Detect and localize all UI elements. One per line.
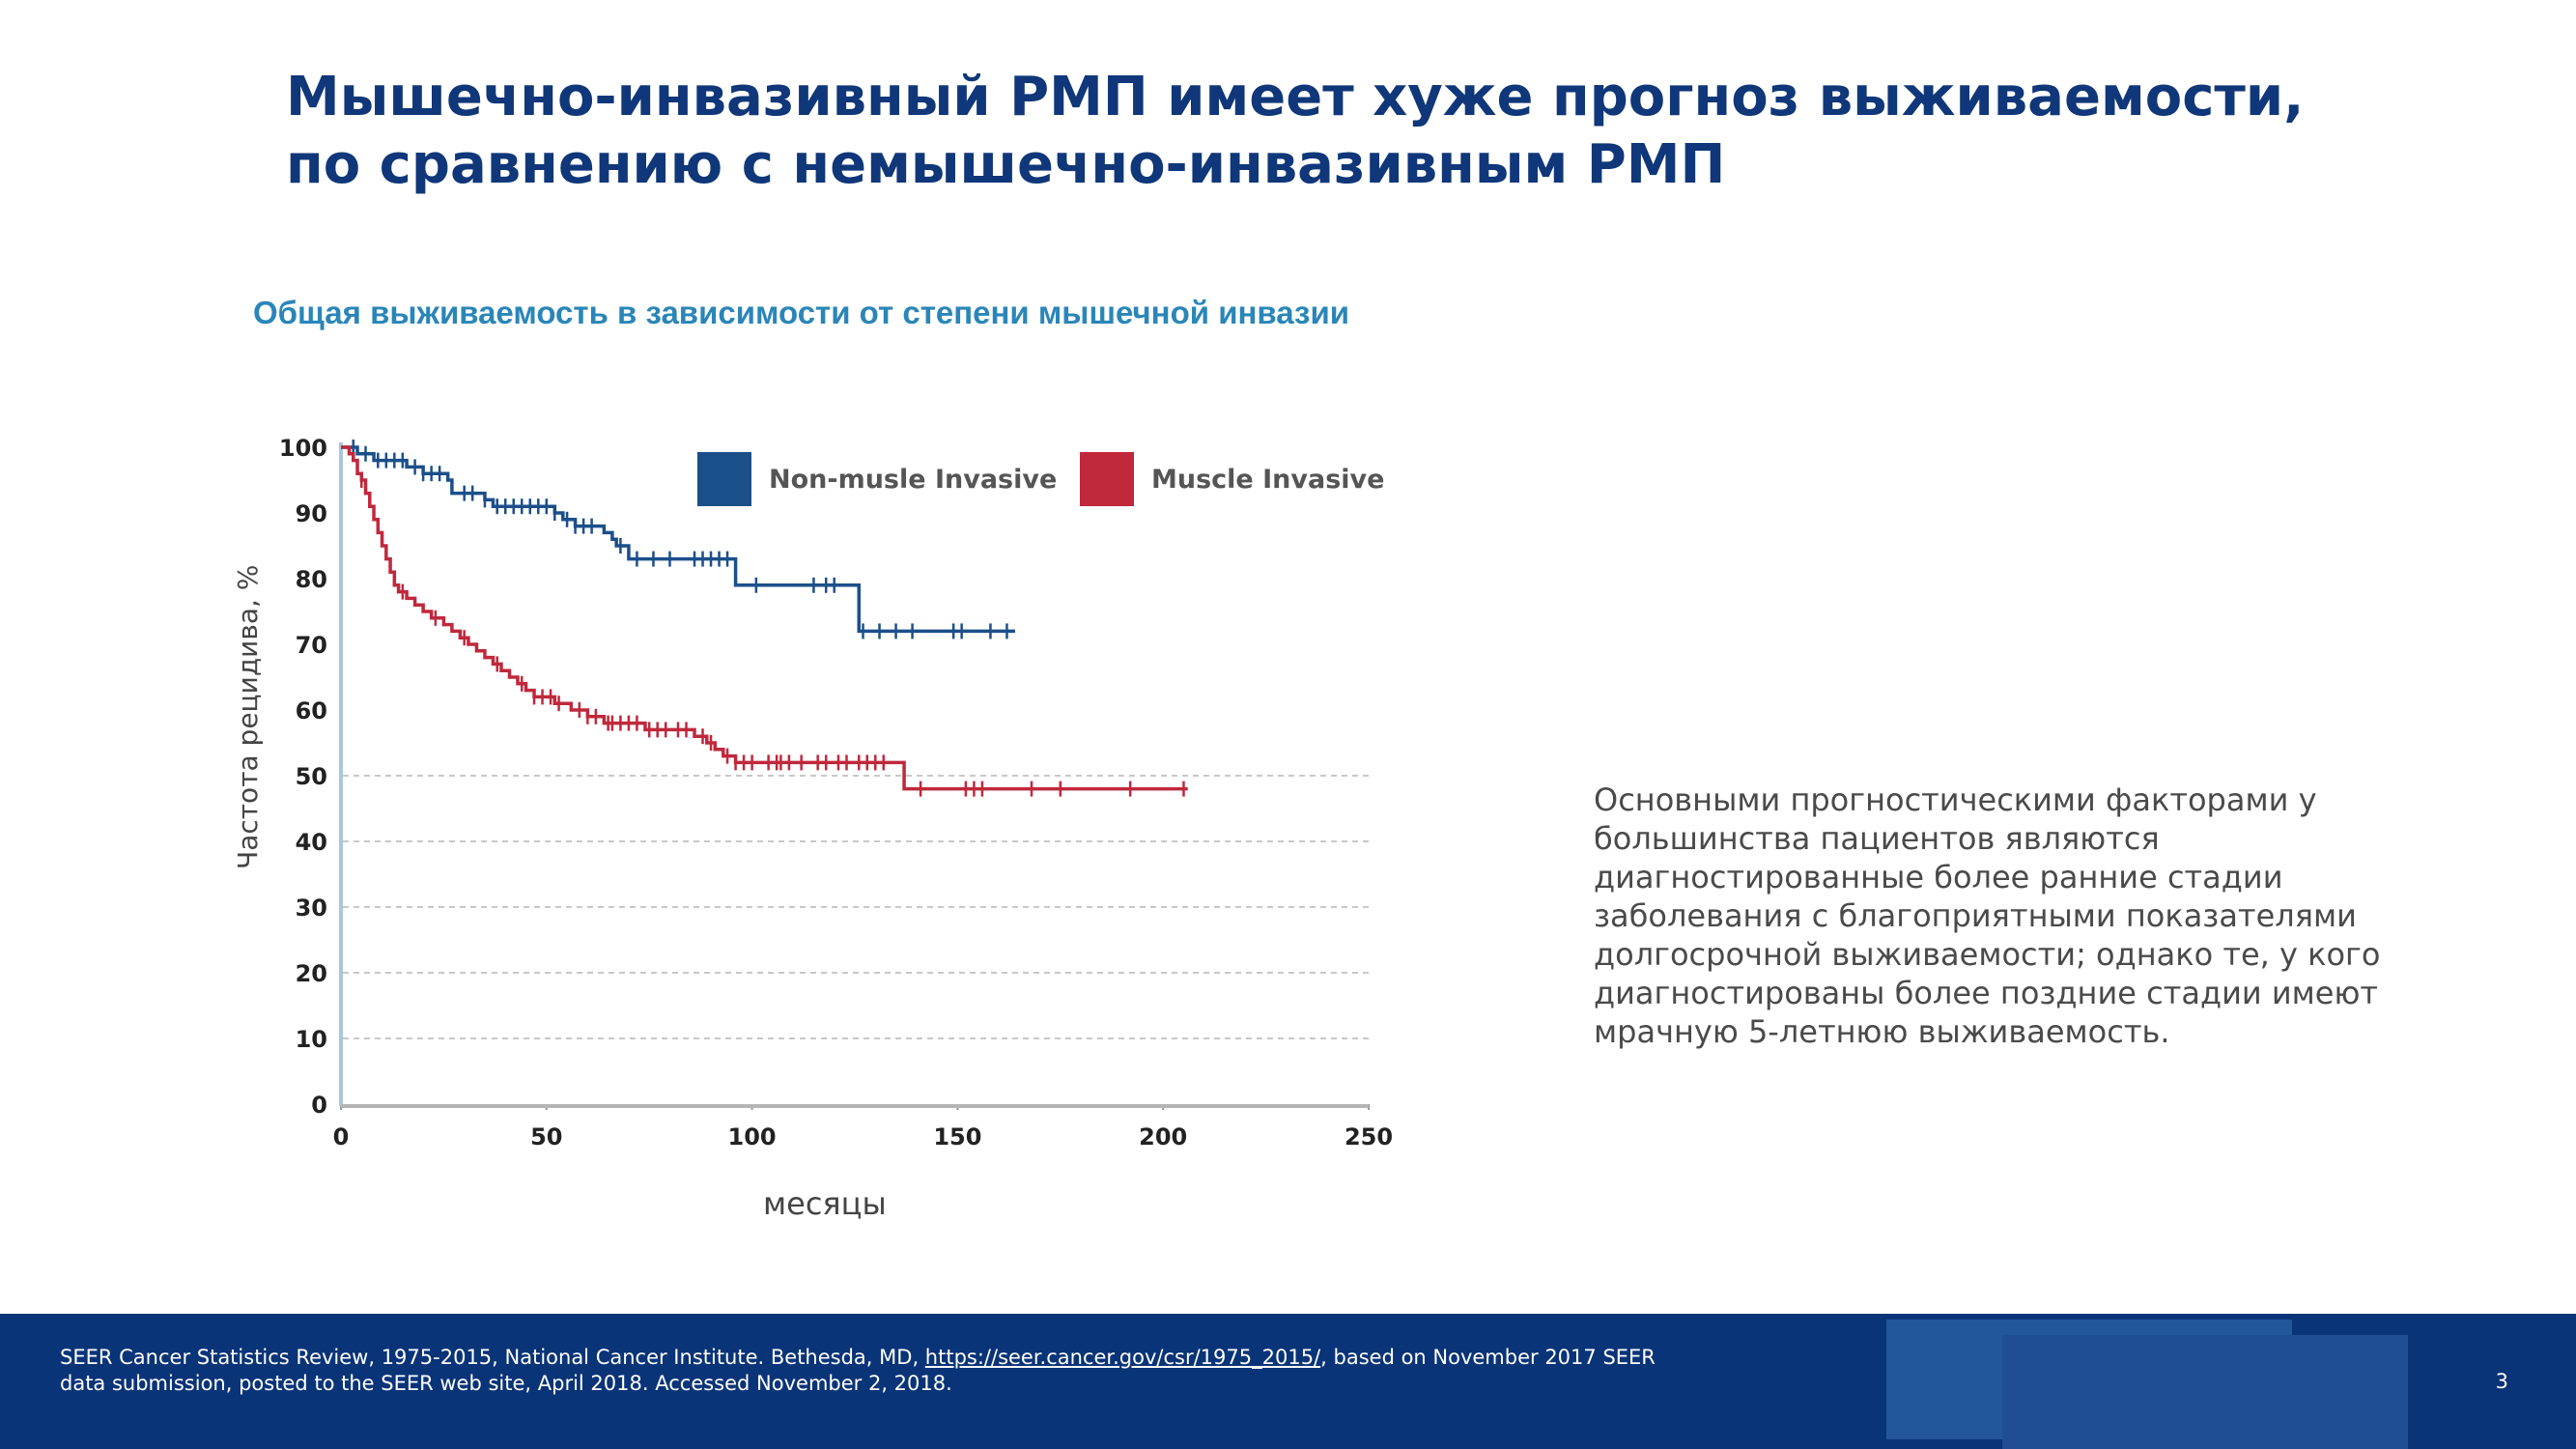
x-tick-label: 150 (933, 1123, 981, 1151)
chart-title: Общая выживаемость в зависимости от степ… (253, 295, 1350, 330)
axes (339, 442, 1370, 1110)
x-tick-label: 250 (1345, 1123, 1393, 1151)
y-tick-label: 90 (296, 500, 327, 527)
legend: Non-musle Invasive Muscle Invasive (697, 452, 1384, 506)
slide-title-line-2: по сравнению с немышечно-инвазивным РМП (286, 133, 1726, 196)
x-axis-label: месяцы (763, 1185, 887, 1222)
x-tick-label: 50 (530, 1123, 562, 1151)
y-tick-label: 70 (296, 632, 327, 659)
y-tick-label: 100 (279, 435, 327, 462)
y-tick-label: 20 (296, 960, 327, 987)
y-axis-label: Частота рецидива, % (232, 564, 264, 869)
series-line (341, 445, 1188, 791)
y-tick-labels: 0 10 20 30 40 50 60 70 80 90 100 (279, 435, 327, 1119)
y-tick-label: 50 (296, 763, 327, 790)
legend-swatch (1080, 452, 1134, 506)
series-line (341, 445, 1015, 634)
x-tick-label: 100 (728, 1123, 777, 1151)
page-number: 3 (2495, 1370, 2508, 1393)
survival-chart: 0 10 20 30 40 50 60 70 80 90 100 0 50 100 150 200 250 N… (279, 435, 1393, 1151)
y-tick-label: 80 (296, 566, 327, 593)
source-footnote: SEER Cancer Statistics Review, 1975-2015… (60, 1345, 1702, 1397)
footer-decor-block (2002, 1335, 2408, 1449)
legend-label: Non-musle Invasive (769, 465, 1057, 495)
footer-bar: SEER Cancer Statistics Review, 1975-2015… (0, 1314, 2576, 1449)
x-tick-label: 200 (1139, 1123, 1187, 1151)
grid-lines (343, 775, 1369, 1039)
y-tick-label: 0 (311, 1092, 327, 1119)
footnote-text-end: , based on November 2017 SEER data submi… (60, 1346, 1656, 1395)
slide-title: Мышечно-инвазивный РМП имеет хуже прогно… (286, 64, 2411, 199)
x-tick-label: 0 (333, 1123, 350, 1151)
y-tick-label: 60 (296, 697, 327, 724)
slide-title-line-1: Мышечно-инвазивный РМП имеет хуже прогно… (286, 66, 2305, 128)
seer-link[interactable]: https://seer.cancer.gov/csr/1975_2015/ (924, 1346, 1321, 1369)
prognosis-text: Основными прогностическими факторами у б… (1594, 781, 2381, 1050)
y-tick-label: 40 (296, 829, 327, 856)
series-lines (341, 440, 1188, 797)
legend-swatch (697, 452, 751, 506)
y-tick-label: 30 (296, 895, 327, 922)
footnote-text: SEER Cancer Statistics Review, 1975-2015… (60, 1346, 925, 1369)
legend-label: Muscle Invasive (1151, 465, 1384, 495)
x-tick-labels: 0 50 100 150 200 250 (333, 1123, 1393, 1151)
y-tick-label: 10 (296, 1026, 327, 1053)
